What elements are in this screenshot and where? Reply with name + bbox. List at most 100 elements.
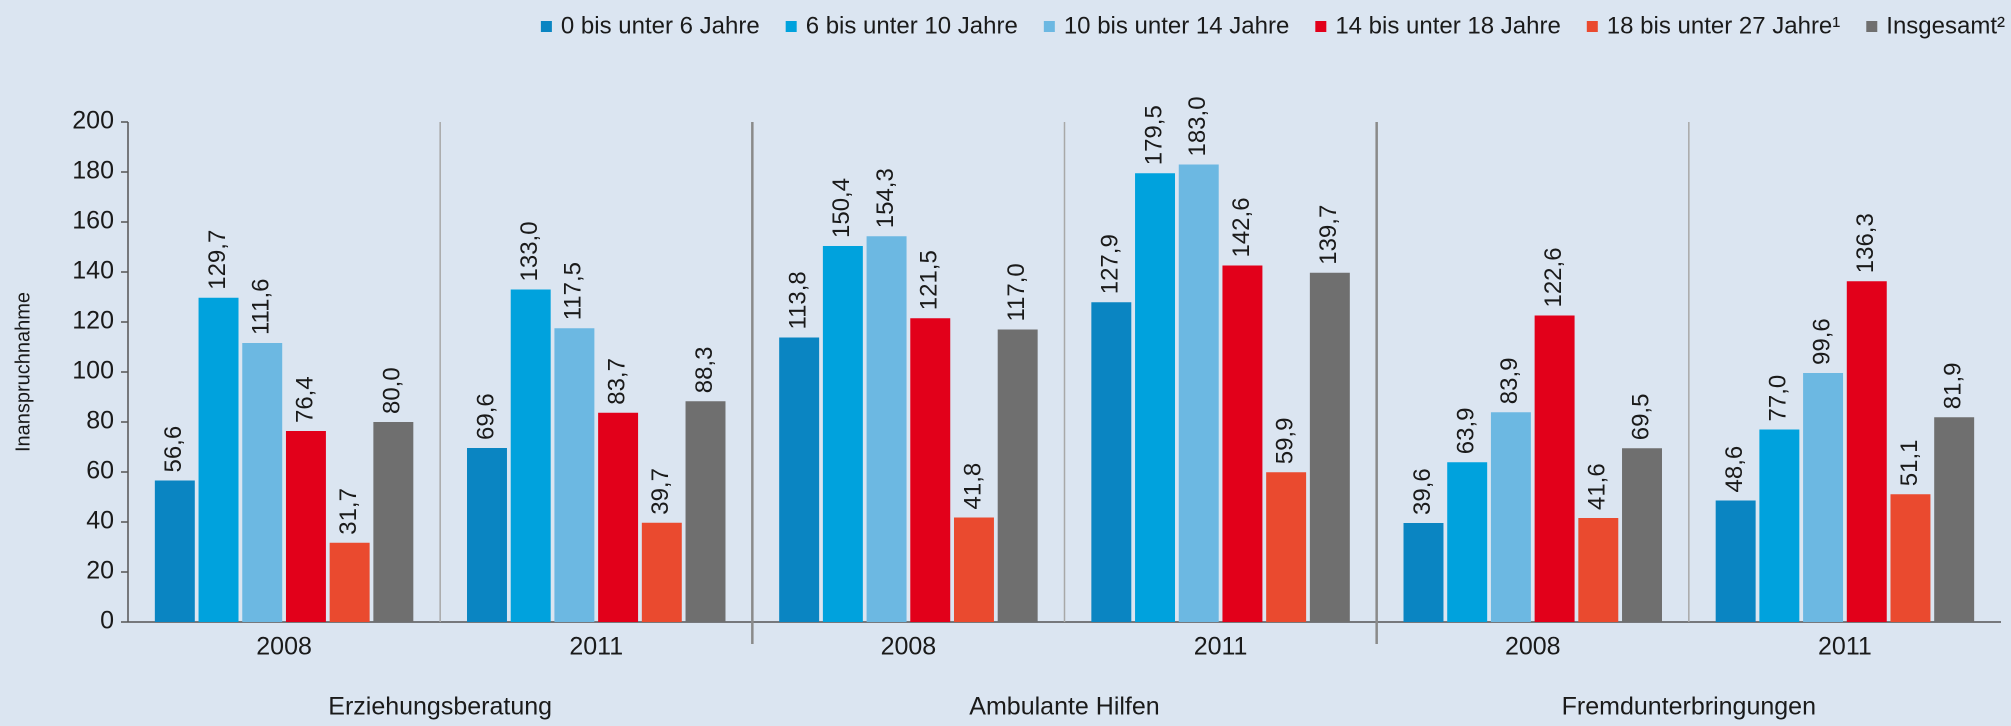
y-tick-label: 0 — [100, 607, 114, 635]
value-label: 122,6 — [1540, 247, 1567, 307]
value-label: 31,7 — [335, 488, 362, 535]
value-label: 179,5 — [1140, 105, 1167, 165]
y-tick-label: 120 — [72, 307, 114, 335]
bar — [1803, 373, 1844, 622]
bar — [822, 246, 863, 622]
section-label: Fremdunterbringungen — [1562, 693, 1816, 721]
legend: 0 bis unter 6 Jahre 6 bis unter 10 Jahre 1… — [540, 12, 2005, 39]
bar — [866, 236, 907, 622]
y-tick-label: 60 — [86, 457, 114, 485]
bar — [1578, 518, 1619, 622]
bar — [685, 401, 726, 622]
value-label: 80,0 — [379, 367, 406, 414]
value-label: 56,6 — [160, 426, 187, 473]
x-tick-label: 2011 — [1194, 633, 1248, 661]
y-tick-label: 200 — [72, 107, 114, 135]
value-label: 133,0 — [516, 221, 543, 281]
value-label: 81,9 — [1940, 363, 1967, 410]
bar — [1403, 523, 1444, 622]
value-label: 142,6 — [1228, 197, 1255, 257]
value-label: 117,0 — [1003, 263, 1030, 321]
bar — [1934, 417, 1975, 622]
value-label: 117,5 — [560, 262, 587, 320]
x-tick-label: 2011 — [1818, 633, 1872, 661]
legend-swatch — [1586, 21, 1598, 32]
bar — [1222, 265, 1263, 622]
legend-swatch — [1315, 21, 1327, 32]
y-tick-label: 100 — [72, 357, 114, 385]
value-label: 129,7 — [204, 230, 231, 290]
value-label: 69,5 — [1627, 394, 1654, 441]
value-label: 154,3 — [872, 168, 899, 228]
value-label: 51,1 — [1896, 440, 1923, 487]
bar — [953, 517, 994, 622]
x-tick-label: 2008 — [1505, 633, 1561, 661]
value-label: 48,6 — [1721, 446, 1748, 493]
value-label: 39,7 — [647, 468, 674, 515]
value-label: 39,6 — [1409, 468, 1436, 515]
value-label: 77,0 — [1765, 375, 1792, 422]
bar — [1622, 448, 1662, 622]
value-label: 113,8 — [785, 271, 812, 329]
value-label: 127,9 — [1097, 234, 1124, 294]
value-label: 99,6 — [1808, 318, 1835, 365]
section-label: Ambulante Hilfen — [969, 693, 1159, 721]
bar — [154, 480, 195, 622]
bar — [467, 448, 507, 622]
value-label: 121,5 — [916, 250, 943, 310]
value-label: 63,9 — [1453, 408, 1480, 455]
bar — [554, 328, 595, 622]
bar — [1759, 429, 1800, 622]
y-tick-label: 20 — [86, 557, 114, 585]
bar — [1135, 173, 1176, 622]
y-tick-label: 160 — [72, 207, 114, 235]
value-label: 69,6 — [472, 393, 499, 440]
value-label: 111,6 — [248, 279, 275, 336]
value-label: 150,4 — [828, 178, 855, 238]
legend-label: 0 bis unter 6 Jahre — [561, 12, 760, 39]
legend-swatch — [785, 21, 797, 32]
y-axis-label: Inanspruchnahme — [12, 292, 34, 452]
bar — [1846, 281, 1887, 622]
legend-swatch — [1866, 21, 1878, 32]
bar — [598, 412, 639, 622]
bar — [1890, 494, 1931, 622]
section-label: Erziehungsberatung — [328, 693, 552, 721]
bar — [198, 297, 239, 622]
bar — [242, 343, 283, 622]
bar — [373, 422, 414, 622]
y-tick-label: 180 — [72, 157, 114, 185]
legend-label: 18 bis unter 27 Jahre¹ — [1607, 12, 1840, 39]
x-tick-label: 2008 — [881, 633, 937, 661]
value-label: 83,7 — [603, 358, 630, 405]
value-label: 183,0 — [1184, 96, 1211, 156]
bar — [1490, 412, 1531, 622]
bar — [1309, 272, 1350, 622]
legend-label: 14 bis unter 18 Jahre — [1335, 12, 1560, 39]
bar — [285, 431, 326, 622]
bar — [1447, 462, 1488, 622]
bar — [779, 337, 820, 622]
legend-swatch — [1043, 21, 1055, 32]
value-label: 76,4 — [291, 376, 318, 423]
bar — [329, 542, 370, 622]
y-tick-label: 140 — [72, 257, 114, 285]
value-label: 41,6 — [1584, 463, 1611, 510]
legend-label: 6 bis unter 10 Jahre — [806, 12, 1018, 39]
legend-swatch — [540, 21, 552, 32]
bar — [1534, 315, 1575, 622]
bar — [1266, 472, 1307, 622]
bar — [910, 318, 951, 622]
legend-label: Insgesamt² — [1886, 12, 2005, 39]
value-label: 136,3 — [1852, 213, 1879, 273]
bar — [997, 329, 1038, 622]
legend-label: 10 bis unter 14 Jahre — [1064, 12, 1289, 39]
bar — [1715, 500, 1756, 622]
y-tick-label: 40 — [86, 507, 114, 535]
value-label: 83,9 — [1496, 358, 1523, 405]
value-label: 59,9 — [1271, 418, 1298, 465]
value-label: 41,8 — [959, 463, 986, 510]
value-label: 139,7 — [1315, 205, 1342, 265]
bar — [1091, 302, 1132, 622]
